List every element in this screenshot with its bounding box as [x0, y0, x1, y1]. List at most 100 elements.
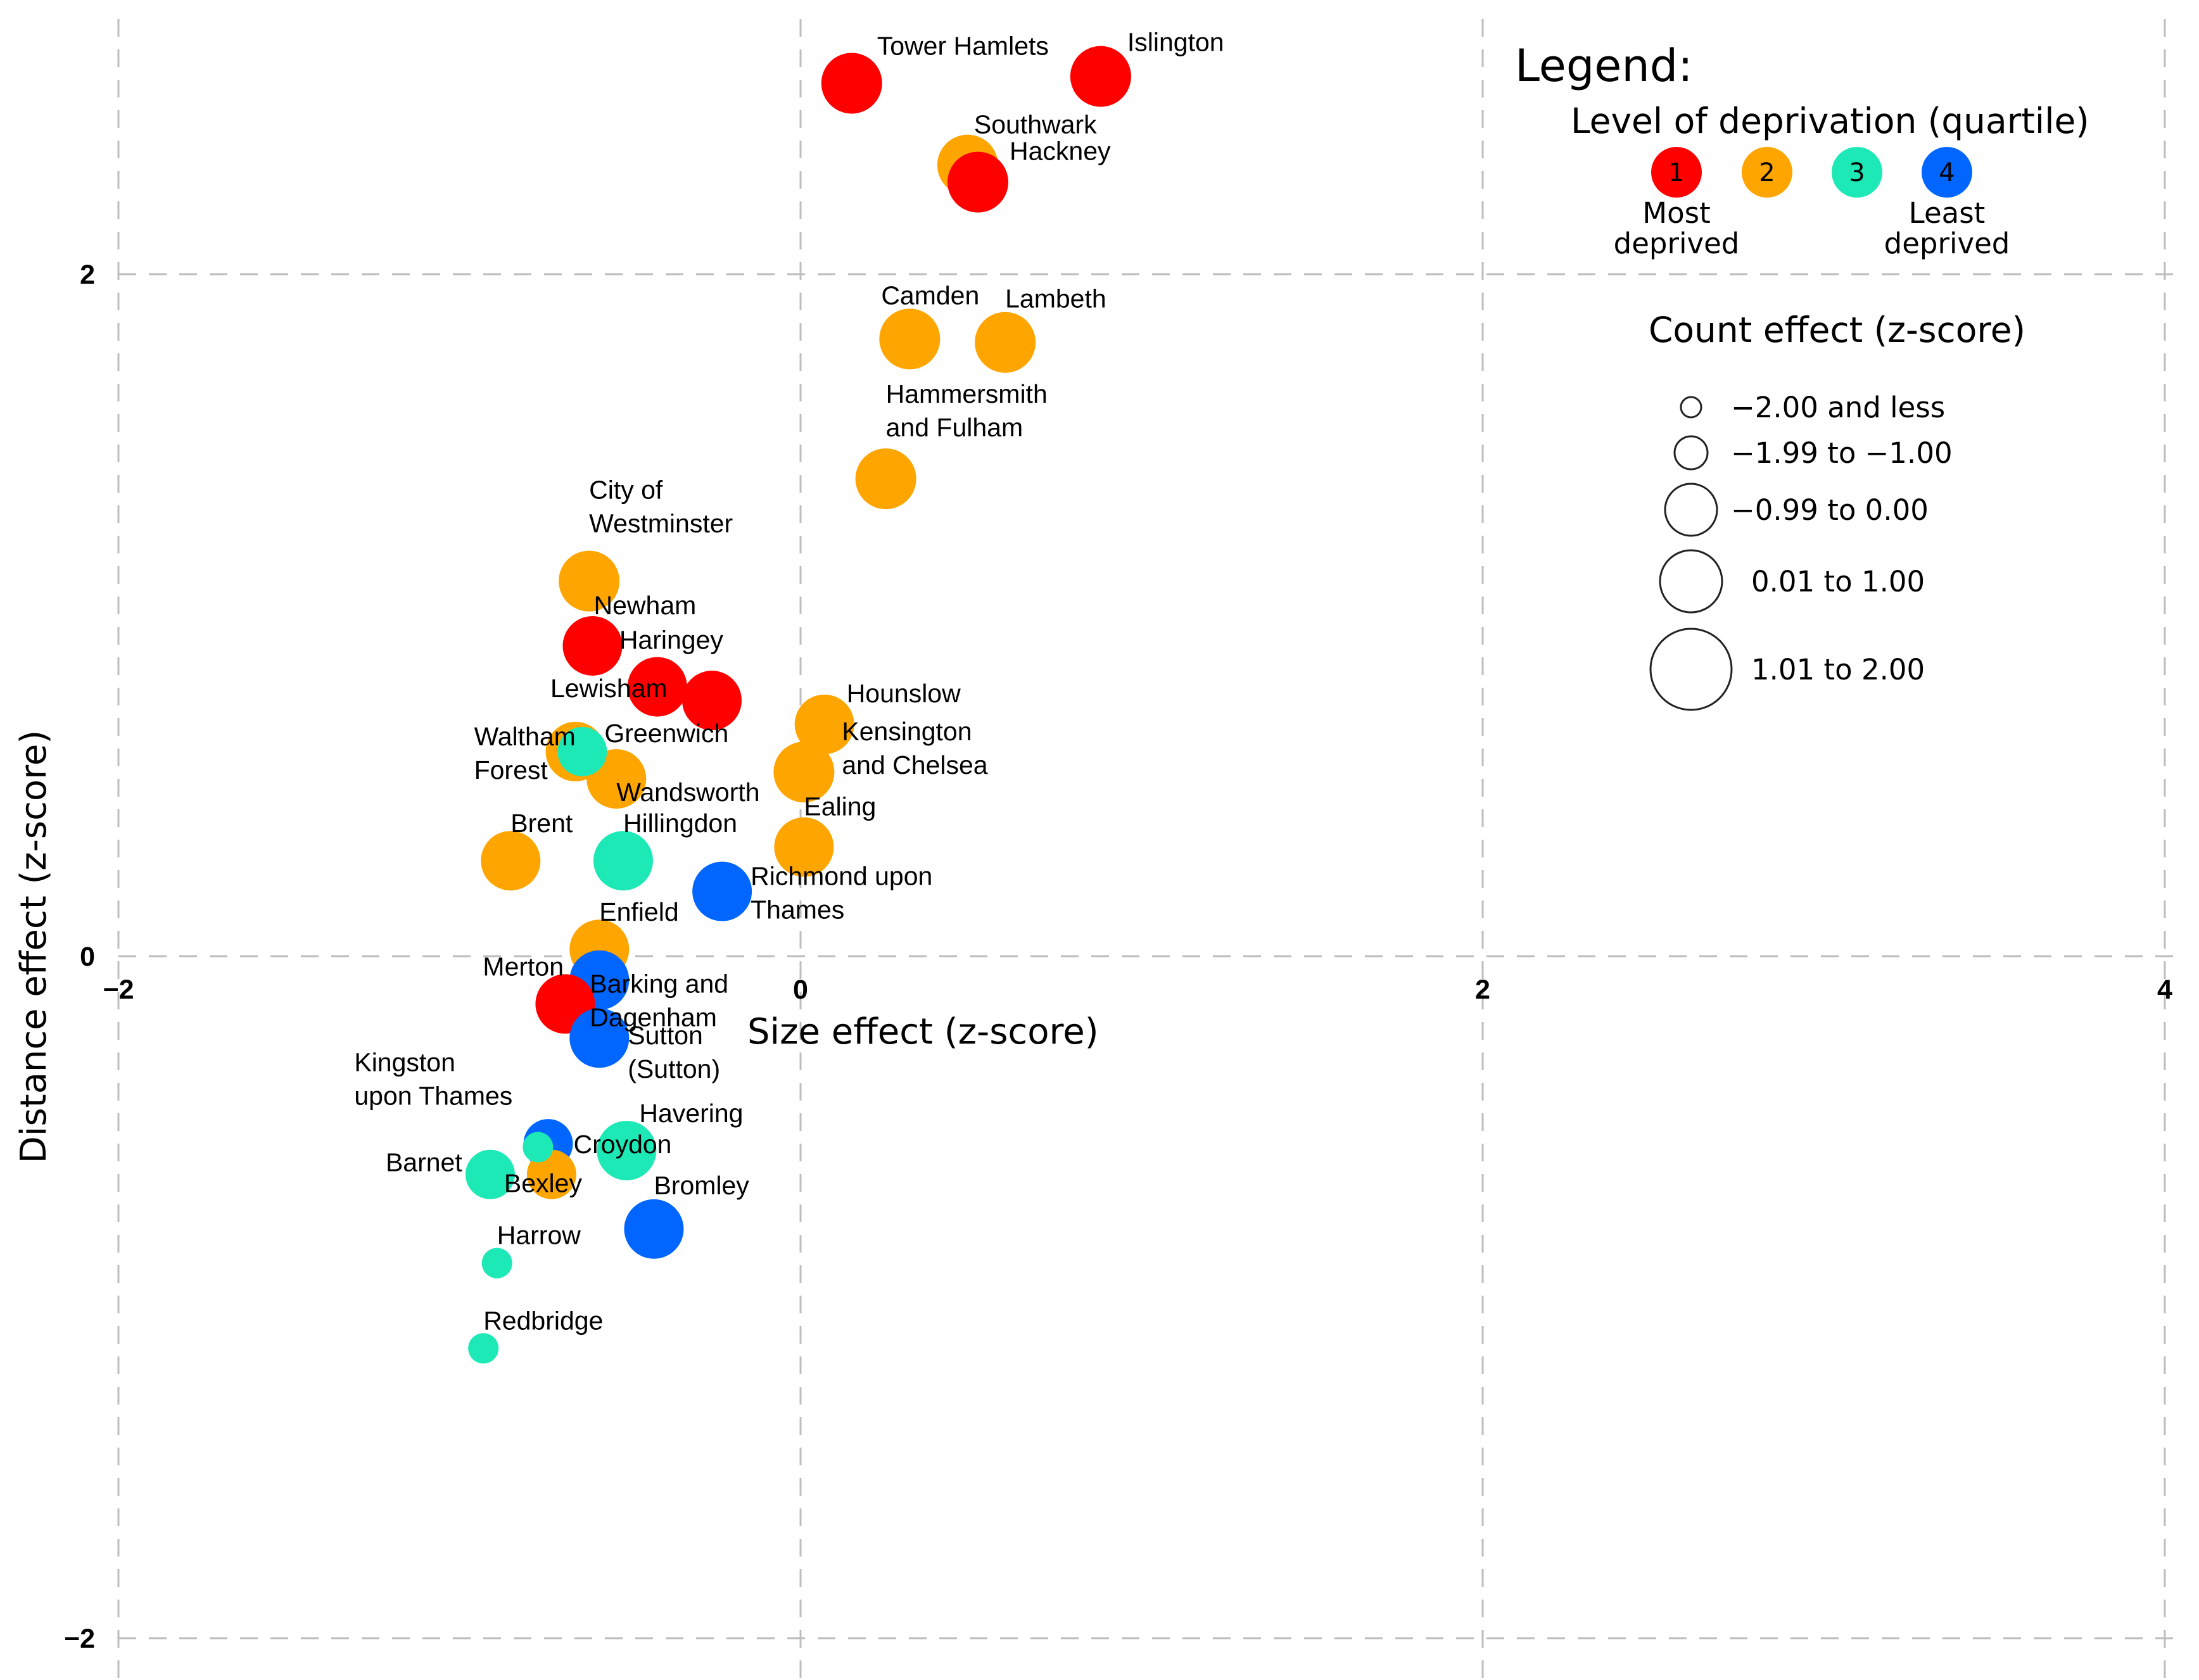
point-label-line: Harrow [497, 1221, 581, 1250]
data-point [481, 831, 541, 891]
point-label-line: Hounslow [847, 679, 961, 708]
point-label: Islington [1127, 28, 1224, 57]
point-label-line: Kingston [354, 1048, 455, 1077]
deprivation-legend-number: 1 [1668, 158, 1684, 187]
y-tick-label: 0 [80, 942, 95, 972]
point-label: Newham [594, 591, 697, 620]
point-label: Hammersmith and Fulham [886, 379, 1048, 442]
point-label: Harrow [497, 1221, 581, 1250]
data-point [523, 1132, 554, 1163]
point-label-line: Ealing [804, 792, 876, 821]
data-point [774, 817, 834, 877]
count-legend-circle [1664, 483, 1718, 537]
point-label: Bromley [654, 1171, 749, 1200]
deprivation-legend-swatch [1742, 147, 1792, 198]
count-legend-label: 1.01 to 2.00 [1751, 653, 1925, 686]
point-label: Hounslow [847, 679, 961, 708]
data-point [481, 1247, 512, 1279]
point-label: Sutton (Sutton) [628, 1021, 720, 1083]
point-label: Barnet [386, 1148, 462, 1177]
data-point [821, 53, 882, 114]
count-legend-title: Count effect (z-score) [1649, 310, 2025, 350]
point-label-line: Hillingdon [623, 809, 737, 838]
point-label-line: Sutton [628, 1021, 703, 1050]
deprivation-legend-caption: Least [1909, 196, 1986, 230]
point-label-line: Redbridge [483, 1306, 603, 1335]
point-label-line: Westminster [589, 509, 733, 538]
data-point [879, 308, 941, 370]
point-label: Lambeth [1005, 284, 1106, 313]
data-point [947, 151, 1009, 213]
point-label-line: Havering [639, 1099, 743, 1128]
point-label-line: Hackney [1010, 137, 1111, 166]
data-point [624, 1199, 684, 1259]
data-point [569, 1008, 630, 1068]
count-legend-label: −0.99 to 0.00 [1731, 493, 1929, 527]
x-tick-label: −2 [103, 975, 134, 1005]
point-label-line: Haringey [619, 626, 724, 655]
data-point [681, 671, 742, 731]
y-axis-title: Distance effect (z-score) [13, 730, 54, 1163]
point-label: Wandsworth [616, 778, 759, 807]
point-label: Richmond upon Thames [751, 862, 932, 925]
point-label-line: Tower Hamlets [877, 31, 1049, 60]
deprivation-legend-number: 4 [1939, 158, 1955, 187]
data-point [773, 742, 835, 803]
point-label-line: Merton [483, 952, 564, 981]
count-legend-circle [1680, 396, 1702, 419]
point-label: Hackney [1010, 137, 1111, 166]
data-point [975, 312, 1036, 373]
y-tick-label: 2 [80, 260, 95, 290]
point-label-line: Bexley [504, 1169, 583, 1198]
point-label: Croydon [574, 1130, 672, 1159]
point-label-line: Lambeth [1005, 284, 1106, 313]
data-points [465, 46, 1131, 1364]
data-point [465, 1149, 515, 1199]
count-legend-label: −2.00 and less [1731, 391, 1945, 424]
deprivation-legend-caption: deprived [1614, 227, 1740, 260]
point-label-line: Lewisham [550, 674, 668, 703]
count-legend-circle [1673, 435, 1709, 471]
point-label-line: Croydon [574, 1130, 672, 1159]
x-tick-label: 0 [793, 975, 808, 1005]
point-label: Redbridge [483, 1306, 603, 1335]
count-legend-circle [1659, 549, 1723, 614]
point-label-line: Waltham [474, 722, 576, 751]
point-label: Barking and Dagenham [590, 969, 728, 1032]
data-point [593, 831, 653, 891]
data-point [468, 1333, 499, 1364]
point-label-line: Southwark [974, 110, 1097, 139]
data-point [557, 726, 607, 776]
point-label: Camden [881, 281, 979, 310]
deprivation-legend-title: Level of deprivation (quartile) [1571, 101, 2089, 141]
point-label: Enfield [599, 897, 678, 926]
point-label-line: City of [589, 476, 663, 505]
data-point [692, 861, 752, 921]
x-tick-label: 4 [2157, 975, 2172, 1005]
point-label-line: upon Thames [354, 1082, 512, 1111]
point-label-line: Islington [1127, 28, 1224, 57]
point-label: Lewisham [550, 674, 668, 703]
point-label-line: Barking and [590, 969, 728, 999]
data-point [855, 448, 916, 510]
legend-title: Legend: [1515, 40, 1693, 92]
point-label-line: Newham [594, 591, 697, 620]
point-label: Brent [510, 809, 573, 838]
x-axis-title: Size effect (z-score) [747, 1011, 1099, 1052]
deprivation-legend-caption: Most [1642, 196, 1710, 230]
point-label-line: Hammersmith [886, 379, 1048, 408]
point-label-line: Greenwich [604, 719, 728, 748]
point-label-line: Forest [474, 755, 548, 785]
data-point [1070, 46, 1131, 107]
data-point [562, 616, 623, 676]
deprivation-legend-number: 3 [1849, 158, 1865, 187]
point-label-line: and Chelsea [842, 750, 987, 780]
point-label-line: and Fulham [886, 413, 1023, 442]
deprivation-legend-number: 2 [1759, 158, 1775, 187]
deprivation-legend-swatch [1651, 147, 1702, 198]
point-label-line: Richmond upon [751, 862, 932, 891]
deprivation-legend-caption: deprived [1884, 227, 2010, 260]
point-label-line: Brent [510, 809, 573, 838]
